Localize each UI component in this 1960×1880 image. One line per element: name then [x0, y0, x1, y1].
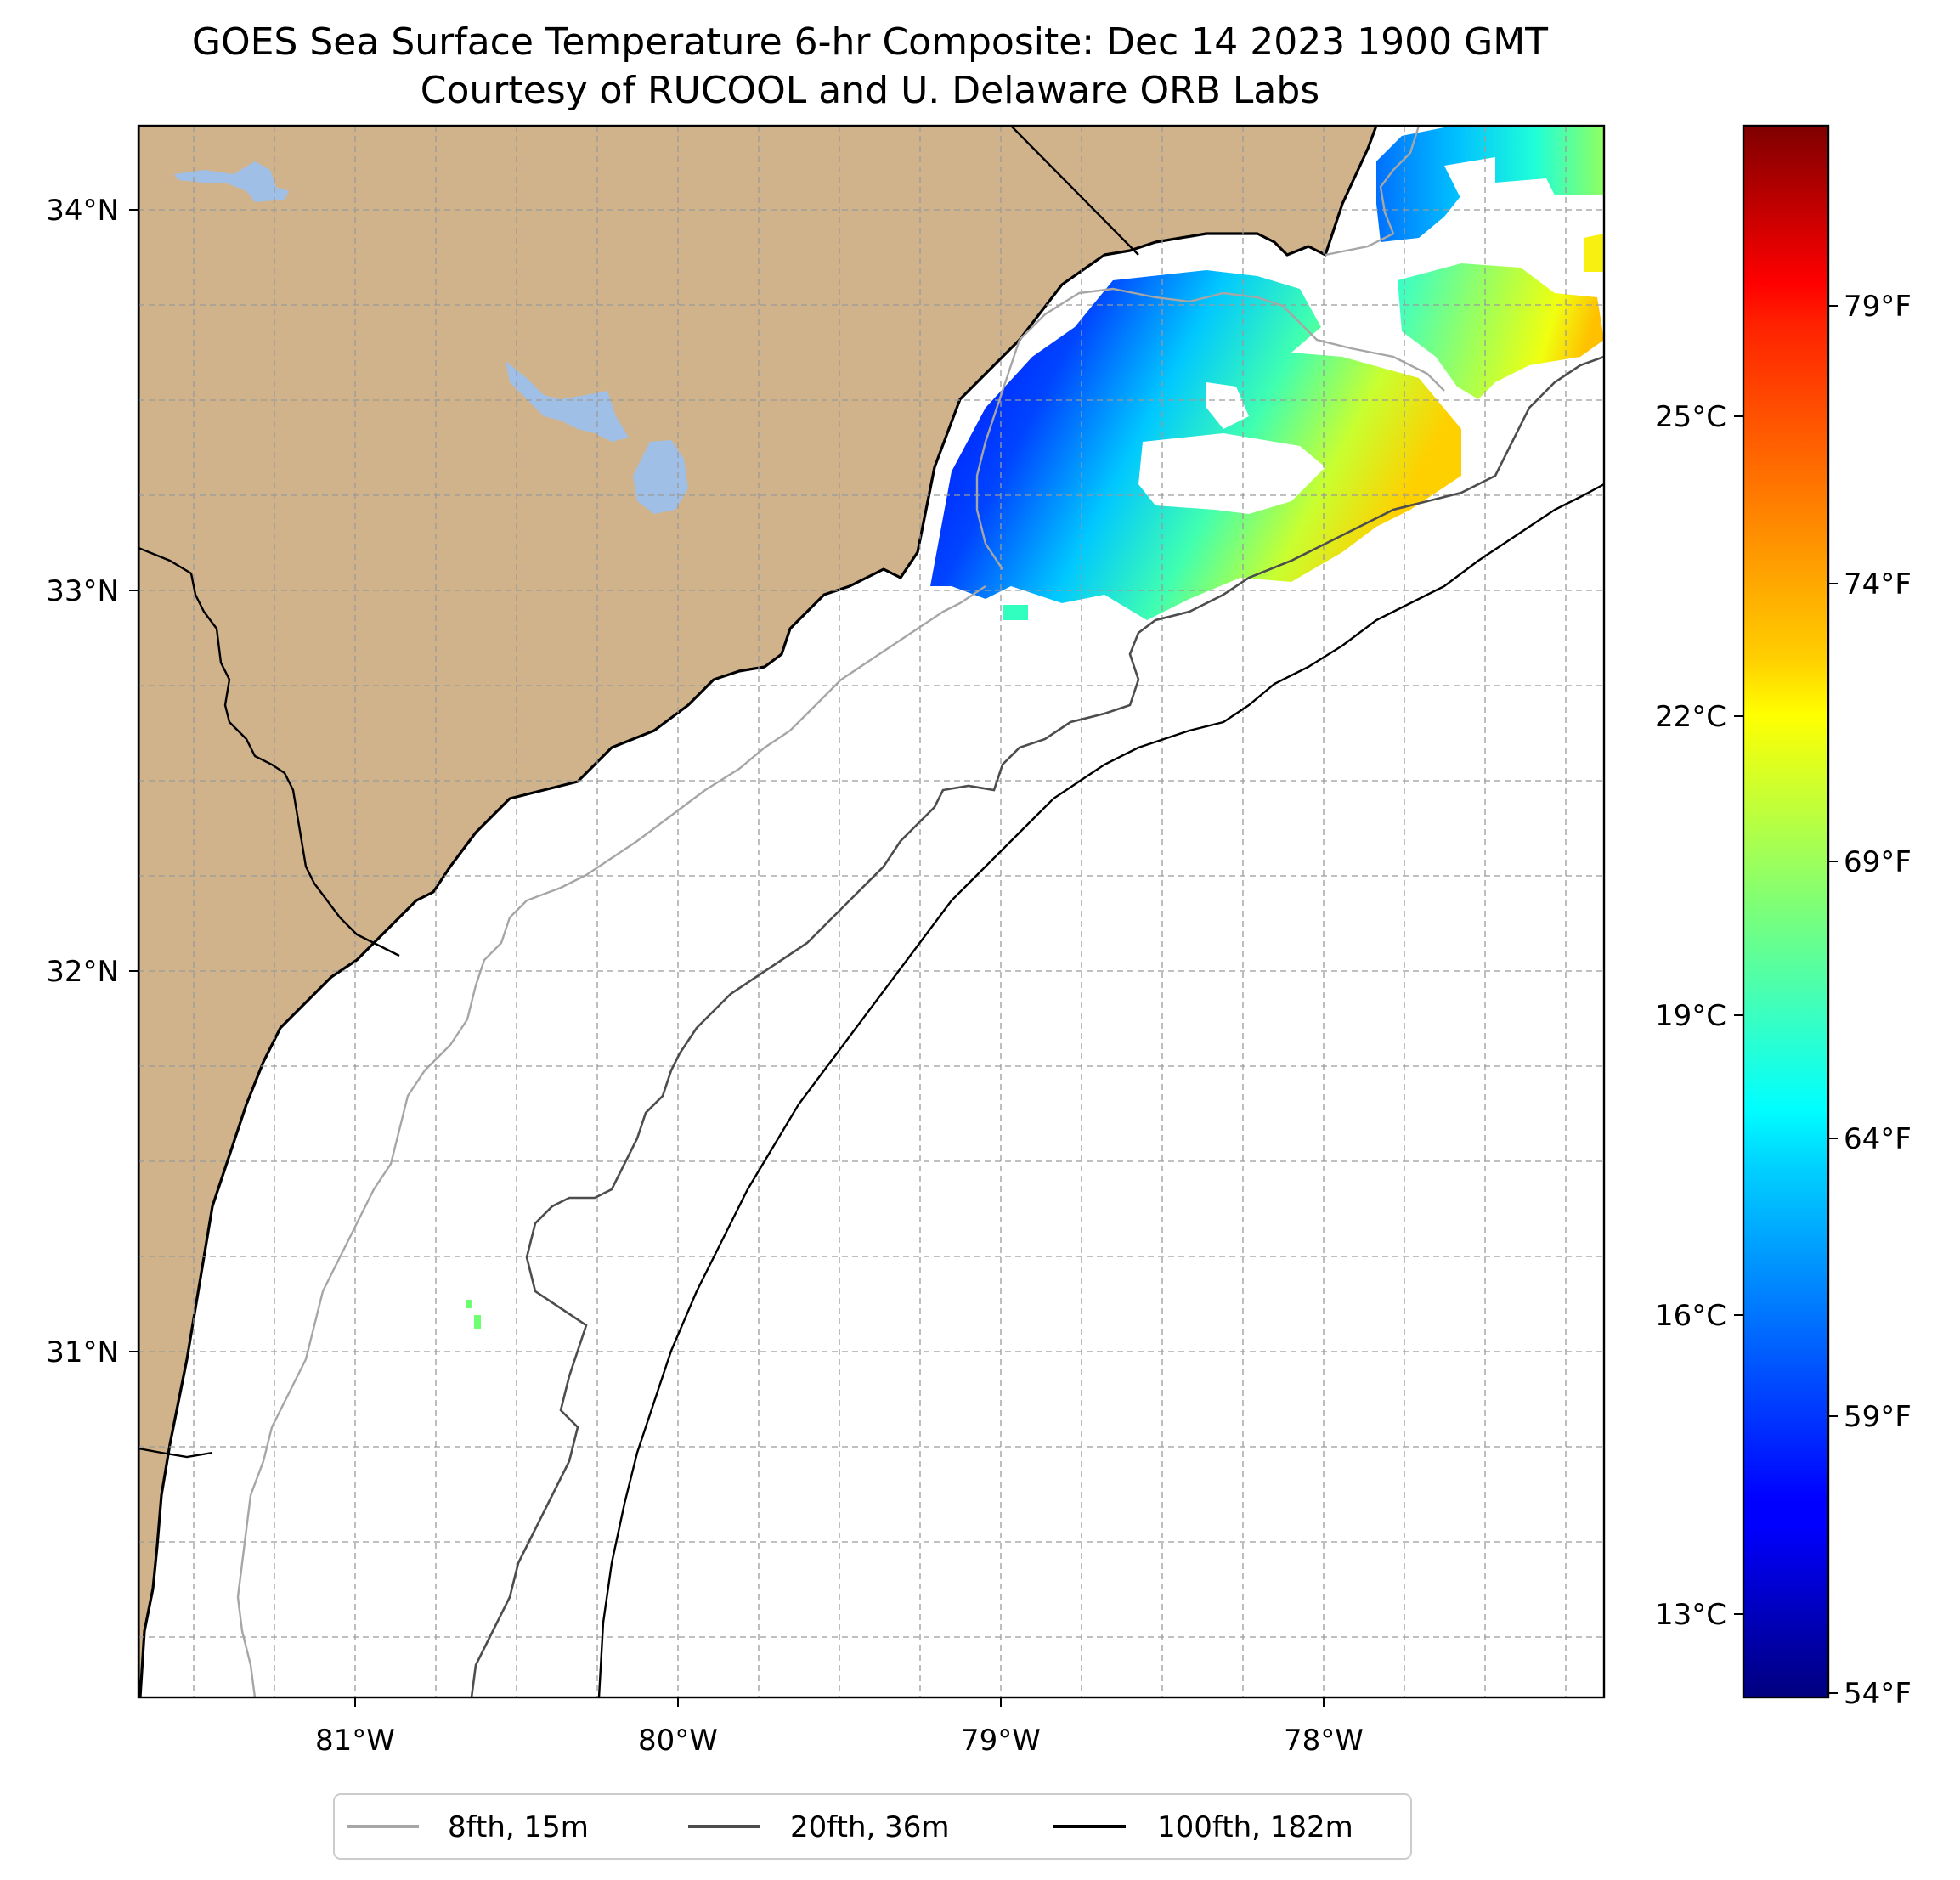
colorbar-f-label-79: 79°F: [1844, 290, 1912, 324]
legend-label-15m: 8fth, 15m: [448, 1810, 589, 1844]
colorbar: [1742, 124, 1830, 1699]
map-title-line2: Courtesy of RUCOOL and U. Delaware ORB L…: [421, 69, 1319, 112]
colorbar-c-label-25: 25°C: [1655, 400, 1726, 434]
gridlines: [138, 126, 1604, 1697]
lat-label-33n: 33°N: [46, 574, 119, 608]
isobath-15m-line: [236, 585, 986, 1697]
colorbar-c-label-19: 19°C: [1655, 999, 1726, 1033]
legend-label-36m: 20fth, 36m: [790, 1810, 950, 1844]
colorbar-f-label-64: 64°F: [1844, 1122, 1912, 1156]
isobath-182m-line: [597, 483, 1604, 1697]
colorbar-f-label-59: 59°F: [1844, 1400, 1912, 1434]
colorbar-c-label-16: 16°C: [1655, 1299, 1726, 1333]
map-area: [138, 126, 1604, 1697]
lat-label-32n: 32°N: [46, 955, 119, 989]
map-title-line1: GOES Sea Surface Temperature 6-hr Compos…: [192, 20, 1548, 64]
lon-label-81w: 81°W: [315, 1724, 395, 1758]
lon-label-78w: 78°W: [1284, 1724, 1364, 1758]
state-borders: [138, 126, 1139, 1459]
colorbar-c-label-22: 22°C: [1655, 700, 1726, 734]
lon-label-80w: 80°W: [638, 1724, 718, 1758]
isobath-36m-line: [470, 355, 1604, 1697]
colorbar-f-label-69: 69°F: [1844, 845, 1912, 879]
lat-label-31n: 31°N: [46, 1335, 119, 1369]
legend-label-182m: 100fth, 182m: [1157, 1810, 1353, 1844]
colorbar-ticks: [1734, 305, 1838, 1694]
lon-label-79w: 79°W: [961, 1724, 1041, 1758]
colorbar-c-label-13: 13°C: [1655, 1598, 1726, 1632]
sst-data-layer: [466, 126, 1604, 1329]
map-frame: [137, 124, 1606, 1699]
isobath-legend: 8fth, 15m 20fth, 36m 100fth, 182m: [333, 1793, 1412, 1860]
colorbar-f-label-74: 74°F: [1844, 567, 1912, 601]
lat-label-34n: 34°N: [46, 194, 119, 228]
colorbar-f-label-54: 54°F: [1844, 1677, 1912, 1711]
land-mass: [138, 126, 1378, 1697]
axis-ticks: [129, 209, 1325, 1707]
